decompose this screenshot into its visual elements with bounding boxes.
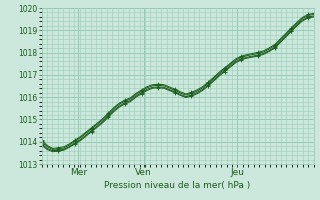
X-axis label: Pression niveau de la mer( hPa ): Pression niveau de la mer( hPa )	[104, 181, 251, 190]
